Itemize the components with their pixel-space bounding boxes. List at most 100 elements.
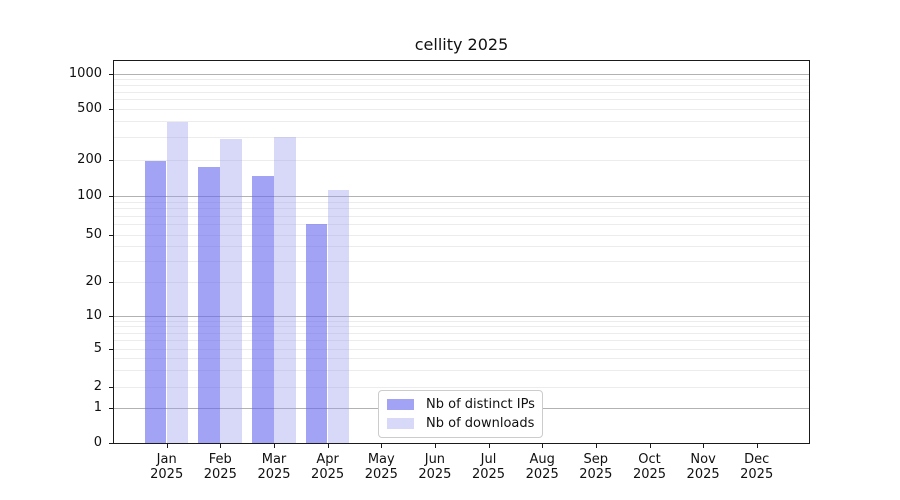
bar-downloads-apr [327,190,350,443]
bar-downloads-feb [220,139,242,443]
legend-item-downloads: Nb of downloads [387,416,535,431]
y-tick-label: 50 [85,226,102,242]
y-tick-mark [109,160,113,161]
bar-distinct-ips-feb [198,166,220,443]
x-tick-year: 2025 [632,467,667,482]
y-tick-mark [109,74,113,75]
x-tick-year: 2025 [257,467,291,482]
x-tick-month: Apr [316,452,339,467]
gridline-minor [114,215,809,217]
bar-downloads-mar [274,137,296,443]
gridline-minor [114,320,809,322]
y-tick-label: 500 [77,100,102,116]
x-tick-month: Jul [480,452,497,467]
x-tick-year: 2025 [203,467,237,482]
x-tick-mark [327,444,329,448]
x-tick-label: Jun 2025 [392,452,478,482]
legend: Nb of distinct IPs Nb of downloads [378,390,543,438]
gridline-minor [114,281,809,283]
x-tick-mark [649,444,651,448]
x-tick-year: 2025 [471,467,506,482]
gridline-minor [114,108,809,110]
y-tick-label: 200 [77,152,102,167]
gridline-minor [114,137,809,139]
x-tick-year: 2025 [364,467,398,482]
gridline-major [114,316,809,317]
gridline-minor [114,348,809,350]
x-tick-mark [434,444,436,448]
x-tick-mark [756,444,758,448]
x-tick-label: Jul 2025 [446,452,532,482]
gridline-minor [114,201,809,203]
gridline-minor [114,369,809,371]
x-tick-mark [274,444,275,448]
gridline-minor [114,326,809,328]
x-tick-year: 2025 [418,467,452,482]
x-tick-mark [595,444,597,448]
x-tick-month: Feb [208,452,232,467]
x-tick-label: Aug 2025 [499,452,585,482]
legend-label-downloads: Nb of downloads [426,416,535,431]
bar-downloads-jan [166,121,189,443]
gridline-major [114,74,809,75]
y-tick-label: 10 [85,308,102,323]
gridline-minor [114,357,809,359]
x-tick-month: Dec [744,452,770,467]
legend-label-distinct-ips: Nb of distinct IPs [426,397,535,412]
x-tick-label: Mar 2025 [231,452,317,482]
x-tick-label: Jan 2025 [124,452,210,482]
x-tick-year: 2025 [150,467,184,482]
x-tick-mark [703,444,705,448]
y-tick-mark [109,348,113,350]
x-tick-mark [542,444,544,448]
x-tick-year: 2025 [686,467,720,482]
x-tick-year: 2025 [740,467,774,482]
x-tick-label: Apr 2025 [285,452,371,482]
x-tick-mark [220,444,222,448]
x-tick-year: 2025 [311,467,345,482]
gridline-minor [114,386,809,388]
legend-swatch-downloads [387,418,414,429]
gridline-minor [114,99,809,101]
x-tick-month: Sep [583,452,609,467]
y-tick-mark [109,316,113,317]
y-tick-mark [109,386,113,388]
x-tick-month: Aug [529,452,555,467]
x-tick-label: Feb 2025 [177,452,263,482]
y-tick-label: 1000 [68,66,102,81]
x-tick-year: 2025 [525,467,559,482]
gridline-minor [114,224,809,226]
gridline-minor [114,260,809,262]
gridline-major [114,196,809,197]
y-tick-mark [109,108,113,110]
x-tick-month: Mar [261,452,287,467]
legend-item-distinct-ips: Nb of distinct IPs [387,397,535,412]
y-tick-label: 2 [93,378,102,394]
y-tick-mark [109,234,113,236]
y-tick-mark [109,196,113,197]
y-tick-mark [109,281,113,283]
x-tick-month: Jan [156,452,177,467]
y-tick-label: 5 [93,340,102,356]
x-tick-year: 2025 [579,467,613,482]
x-tick-label: Oct 2025 [607,452,693,482]
bar-distinct-ips-mar [252,176,274,443]
x-tick-mark [381,444,383,448]
x-tick-month: Oct [638,452,661,467]
bar-distinct-ips-apr [305,224,328,443]
gridline-minor [114,234,809,236]
gridline-minor [114,85,809,87]
y-tick-label: 100 [77,188,102,203]
y-tick-mark [109,443,113,444]
gridline-minor [114,121,809,123]
x-tick-month: Nov [690,452,716,467]
bar-distinct-ips-jan [144,161,167,443]
y-tick-mark [109,407,113,409]
gridline-minor [114,79,809,81]
gridline-minor [114,332,809,334]
gridline-minor [114,245,809,247]
chart-title: cellity 2025 [414,35,509,54]
y-tick-label: 20 [85,273,102,289]
x-tick-label: Nov 2025 [660,452,746,482]
